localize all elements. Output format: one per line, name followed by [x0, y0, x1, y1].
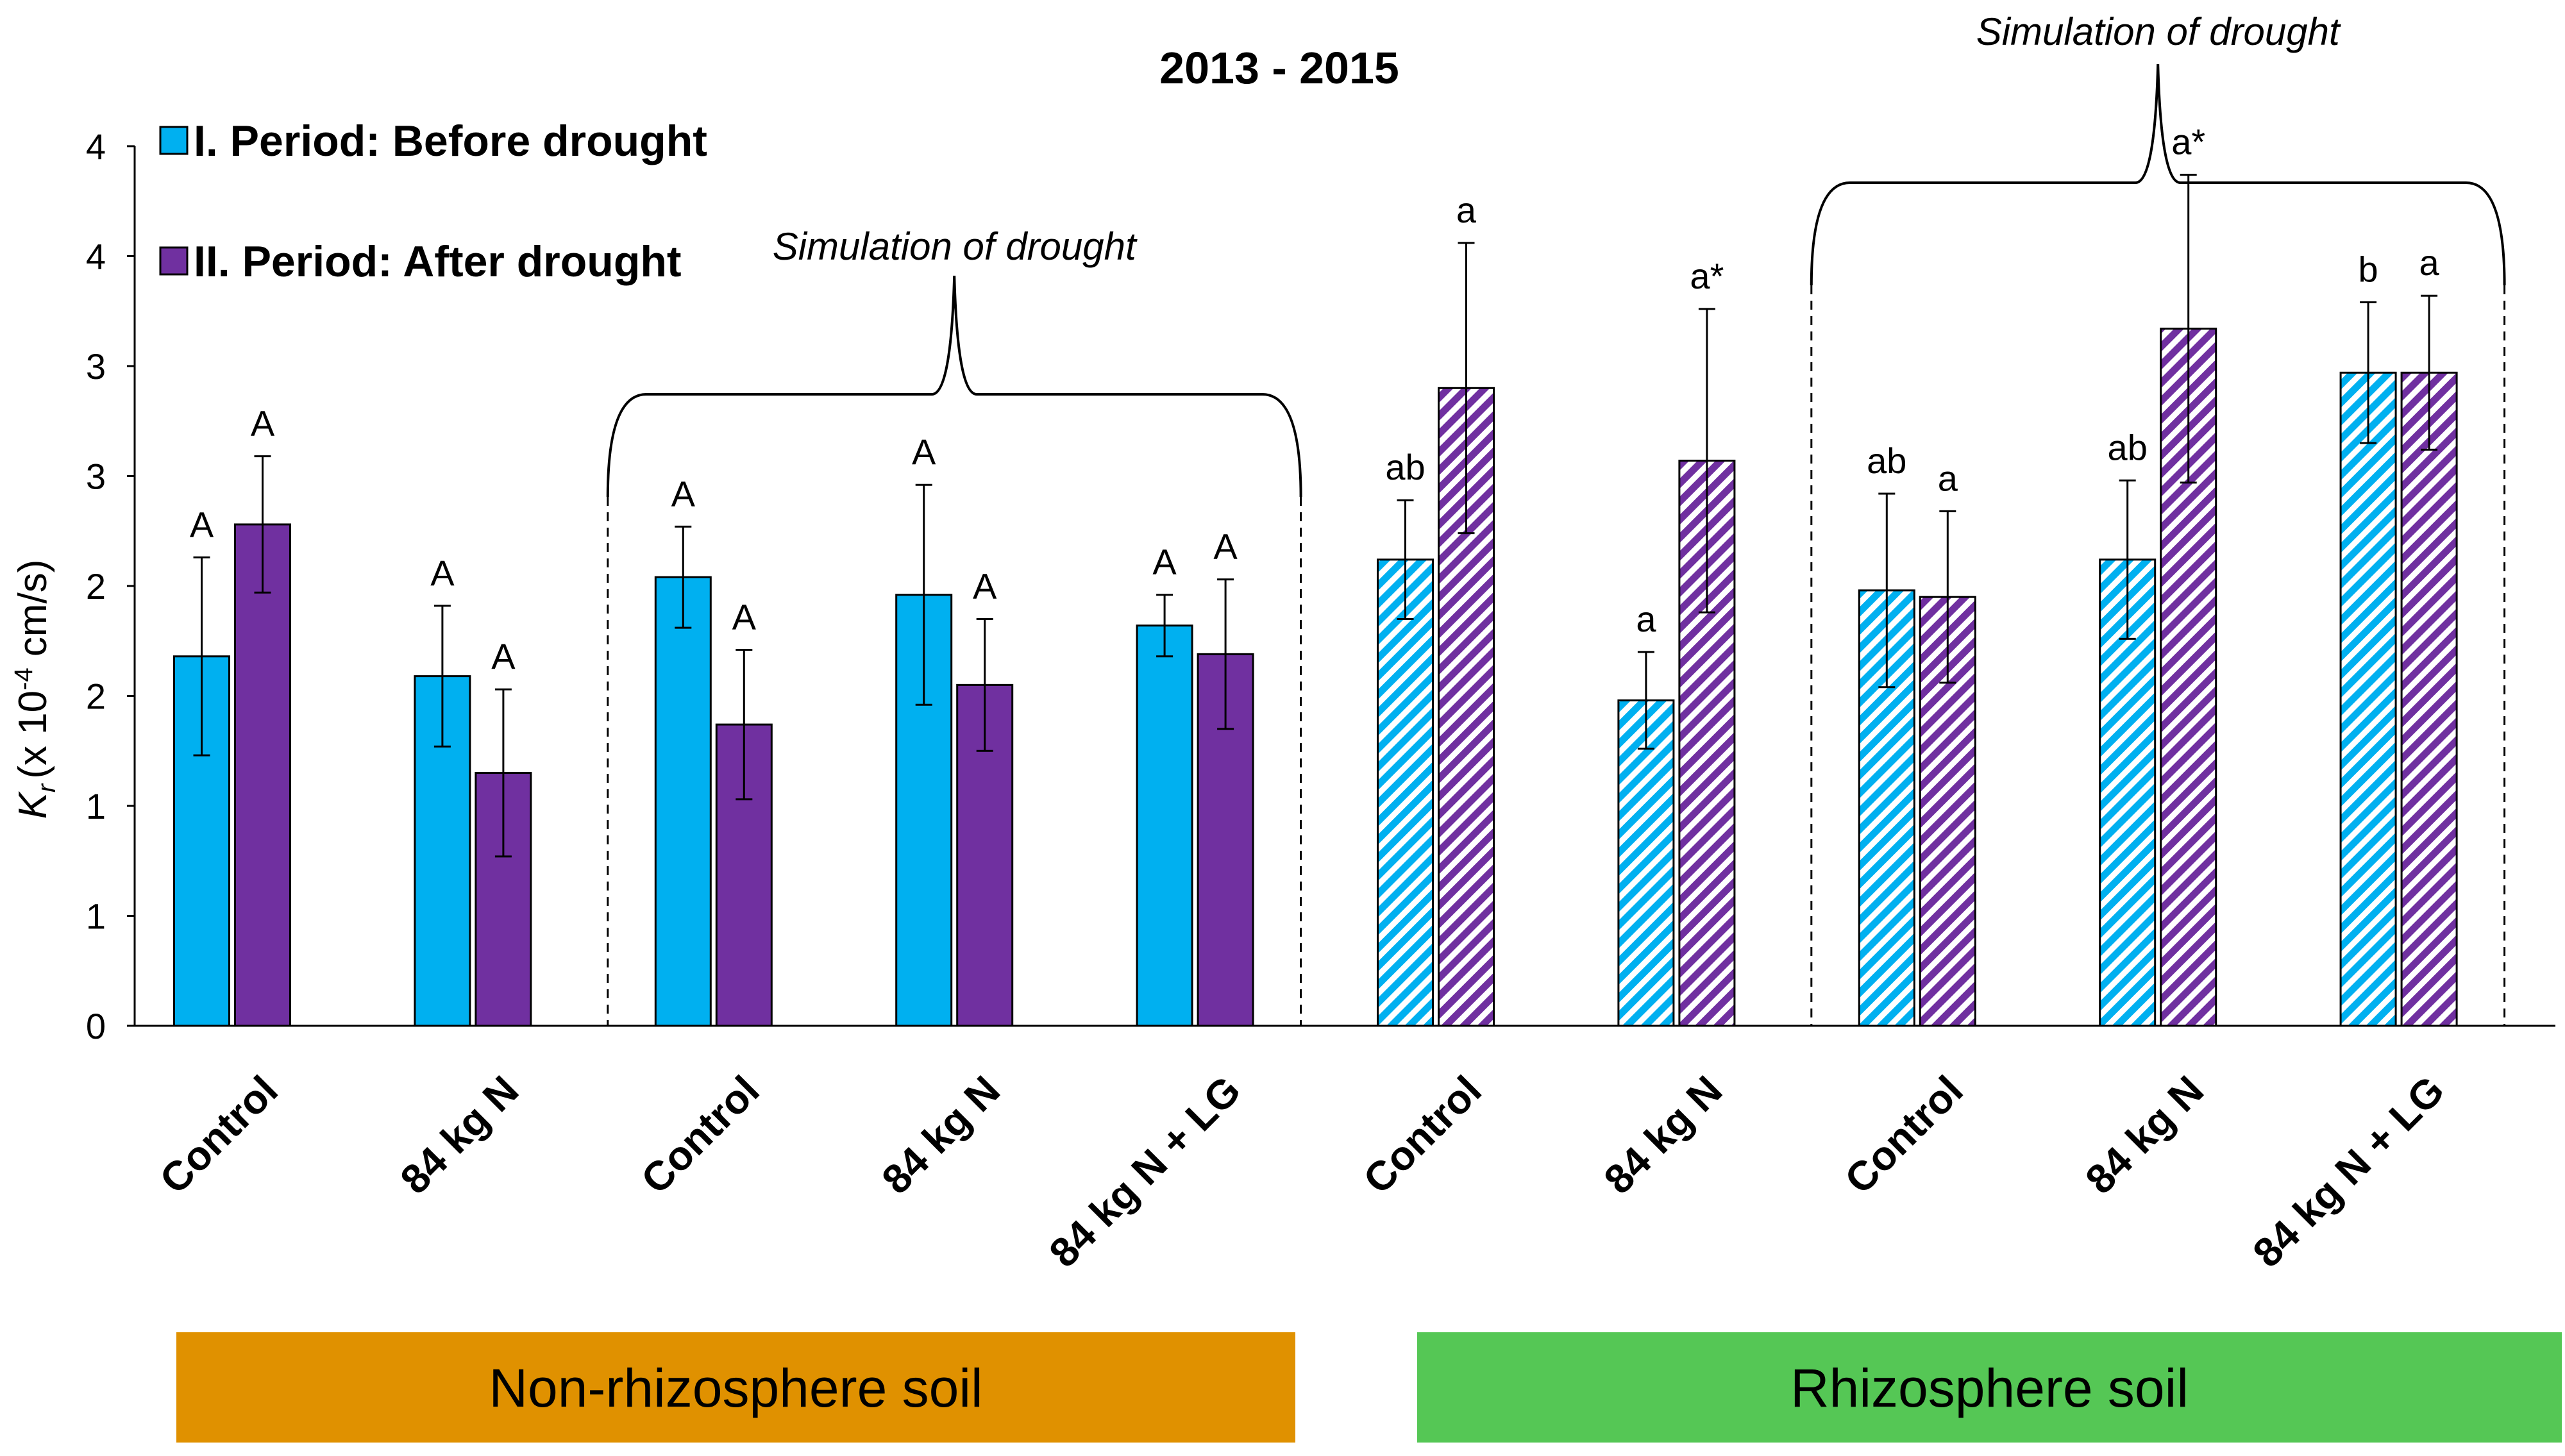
significance-label: a — [1456, 190, 1477, 230]
significance-label: b — [2359, 249, 2378, 290]
significance-label: ab — [1867, 440, 1906, 481]
drought-annotation-label: Simulation of drought — [1976, 10, 2341, 53]
category-label: Control — [151, 1067, 287, 1203]
significance-label: A — [190, 504, 214, 544]
y-tick-label: 4 — [86, 237, 106, 277]
soil-group-band — [176, 1332, 1295, 1443]
y-axis-subscript: r — [33, 783, 61, 792]
significance-label: ab — [1385, 447, 1425, 487]
category-label: Control — [1354, 1067, 1490, 1203]
y-tick-label: 0 — [86, 1006, 106, 1046]
category-label: 84 kg N — [2076, 1067, 2212, 1203]
significance-label: A — [430, 553, 455, 593]
legend-label-before: I. Period: Before drought — [194, 117, 707, 165]
category-label: 84 kg N — [391, 1067, 527, 1203]
y-tick-label: 2 — [86, 676, 106, 717]
y-axis-label-post: cm/s) — [11, 560, 55, 668]
drought-brace — [1810, 63, 2506, 286]
significance-label: A — [491, 636, 516, 676]
significance-label: a — [1636, 599, 1656, 639]
y-tick-label: 4 — [86, 126, 106, 167]
y-tick-label: 3 — [86, 346, 106, 387]
significance-label: A — [1152, 542, 1177, 582]
category-label: 84 kg N — [873, 1067, 1009, 1203]
drought-annotations: Simulation of drought Simulation of droug… — [606, 10, 2506, 1026]
significance-label: A — [732, 596, 757, 637]
category-label: 84 kg N — [1595, 1067, 1731, 1203]
y-axis-symbol: K — [11, 791, 55, 819]
significance-label: a* — [1690, 256, 1724, 296]
y-tick-label: 2 — [86, 566, 106, 607]
legend: I. Period: Before drought II. Period: Af… — [159, 117, 707, 286]
significance-label: A — [912, 431, 936, 472]
significance-label: ab — [2108, 427, 2148, 467]
legend-label-after: II. Period: After drought — [194, 237, 682, 286]
drought-brace — [606, 275, 1302, 498]
chart-title: 2013 - 2015 — [1159, 43, 1399, 93]
soil-group-band — [1417, 1332, 2562, 1443]
bar-before-drought — [1136, 624, 1193, 1027]
y-axis-ticks: 0 1 1 2 2 3 3 4 4 — [86, 126, 135, 1046]
y-axis-label: Kr (x 10-4 cm/s) — [10, 560, 61, 819]
soil-group-label: Rhizosphere soil — [1790, 1358, 2189, 1418]
bar-after-drought — [2400, 371, 2458, 1027]
drought-annotation-label: Simulation of drought — [773, 225, 1138, 268]
significance-label: A — [251, 403, 275, 444]
y-tick-label: 3 — [86, 456, 106, 497]
soil-group-label: Non-rhizosphere soil — [489, 1358, 982, 1418]
category-label: Control — [1836, 1067, 1972, 1203]
category-label: 84 kg N + LG — [2244, 1067, 2453, 1276]
y-tick-label: 1 — [86, 896, 106, 937]
legend-swatch-after — [159, 246, 189, 276]
error-bars — [193, 174, 2438, 858]
significance-label: A — [1213, 526, 1238, 567]
category-label: 84 kg N + LG — [1040, 1067, 1249, 1276]
category-labels: Control 84 kg N Control 84 kg N 84 kg N + LG… — [151, 1067, 2453, 1276]
y-axis-exponent: -4 — [10, 667, 38, 690]
bar-before-drought — [1377, 558, 1434, 1027]
significance-label: A — [671, 473, 696, 514]
soil-groups: Non-rhizosphere soil Rhizosphere soil — [176, 1332, 2562, 1443]
bars — [173, 328, 2458, 1027]
significance-label: a* — [2171, 122, 2205, 162]
bar-after-drought — [234, 523, 291, 1027]
significance-label: A — [973, 565, 997, 606]
bar-before-drought — [654, 576, 712, 1027]
significance-label: a — [2419, 242, 2440, 283]
category-label: Control — [632, 1067, 768, 1203]
legend-swatch-before — [159, 126, 189, 155]
significance-label: a — [1938, 458, 1958, 498]
y-axis-label-pre: (x 10 — [11, 690, 55, 779]
bar-before-drought — [2339, 371, 2397, 1027]
y-tick-label: 1 — [86, 786, 106, 826]
